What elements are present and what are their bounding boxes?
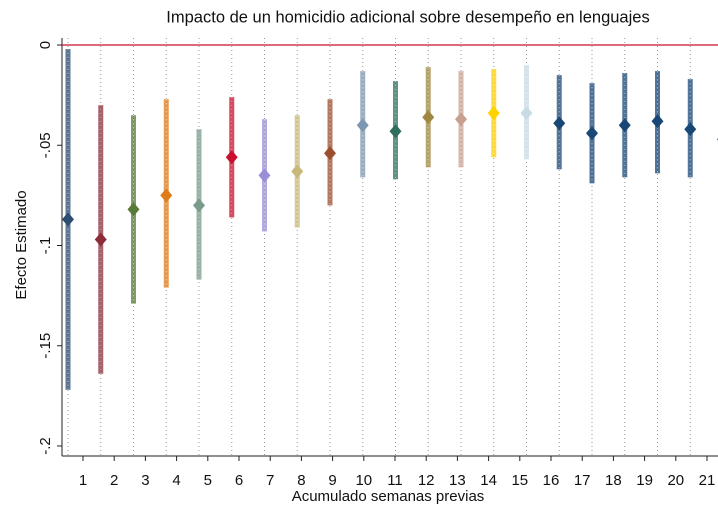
estimate-marker [684,122,697,137]
x-tick-label: 12 [418,472,435,489]
x-tick-label: 14 [480,472,497,489]
x-tick-label: 15 [511,472,528,489]
estimate-marker [62,212,74,227]
y-axis-title: Efecto Estimado [13,190,30,299]
estimate-marker [160,188,173,203]
estimate-marker [455,112,467,127]
x-tick-label: 2 [110,472,118,489]
x-tick-label: 8 [297,472,305,489]
x-tick-label: 7 [266,472,274,489]
estimate-marker [520,106,533,121]
estimate-marker [618,118,631,133]
y-tick-label: -.2 [37,437,54,455]
x-tick-label: 4 [172,472,180,489]
estimate-marker [487,106,500,121]
x-tick-label: 17 [574,472,591,489]
x-tick-label: 10 [355,472,372,489]
estimate-marker [324,146,336,161]
x-tick-label: 20 [667,472,684,489]
estimate-marker [356,118,369,133]
y-tick-label: -.1 [37,237,54,255]
x-tick-label: 16 [543,472,560,489]
x-tick-label: 19 [636,472,653,489]
estimate-marker [193,198,205,213]
estimate-marker [94,232,107,247]
estimate-marker [553,116,566,131]
estimate-marker [586,126,598,141]
estimate-marker [389,124,402,139]
estimate-marker [127,202,140,217]
plot-area: 0-.05-.1-.15-.21 2 3 4 5 6 7 8 9 10 11 12 13 14 15 16 17… [37,38,718,489]
x-tick-label: 3 [141,472,149,489]
estimate-marker [651,114,664,129]
x-tick-label: 1 [79,472,87,489]
y-tick-label: 0 [37,41,54,49]
estimate-marker [291,164,304,179]
y-tick-label: -.05 [37,132,54,158]
x-tick-label: 6 [235,472,243,489]
x-tick-label: 21 [699,472,716,489]
x-tick-label: 5 [204,472,212,489]
y-tick-label: -.15 [37,333,54,359]
estimate-marker [258,168,271,183]
x-tick-label: 13 [449,472,466,489]
x-tick-label: 11 [387,472,403,489]
estimate-marker [225,150,238,165]
estimate-marker [422,110,435,125]
x-tick-label: 18 [605,472,622,489]
x-axis-title: Acumulado semanas previas [292,488,485,505]
chart-title: Impacto de un homicidio adicional sobre … [166,8,649,26]
x-tick-label: 9 [328,472,336,489]
